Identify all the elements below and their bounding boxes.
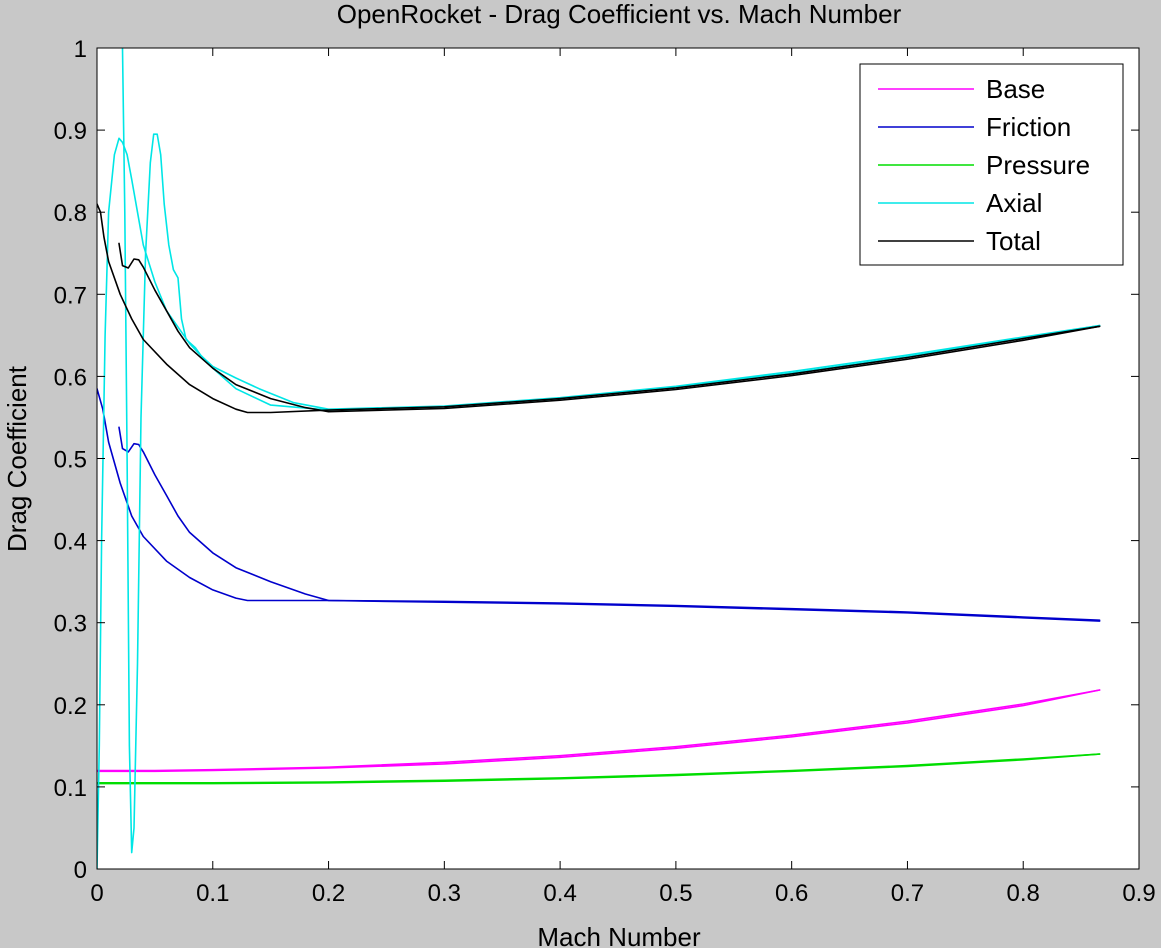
series-line-axial-2 xyxy=(121,48,1101,854)
legend-label-friction: Friction xyxy=(986,112,1071,142)
x-tick-label: 0.8 xyxy=(1007,880,1040,907)
series-line-total-1 xyxy=(97,203,1101,414)
y-tick-label: 0.4 xyxy=(54,529,87,556)
x-axis-label: Mach Number xyxy=(537,922,701,948)
y-tick-label: 0 xyxy=(74,857,87,884)
series-line-friction-2 xyxy=(118,426,1101,622)
legend-label-axial: Axial xyxy=(986,188,1042,218)
y-tick-label: 0.7 xyxy=(54,282,87,309)
x-tick-label: 0.9 xyxy=(1122,880,1155,907)
series-line-friction-1 xyxy=(97,387,1101,622)
legend-label-pressure: Pressure xyxy=(986,150,1090,180)
series-line-pressure-2 xyxy=(97,753,1101,785)
series-line-base-2 xyxy=(97,689,1101,773)
y-tick-label: 0.8 xyxy=(54,200,87,227)
legend: Base Friction Pressure Axial Total xyxy=(859,63,1124,266)
y-tick-label: 0.1 xyxy=(54,775,87,802)
y-tick-label: 0.6 xyxy=(54,364,87,391)
y-tick-label: 1 xyxy=(74,36,87,63)
y-axis-label: Drag Coefficient xyxy=(2,365,32,552)
x-tick-label: 0.6 xyxy=(775,880,808,907)
x-tick-label: 0.3 xyxy=(428,880,461,907)
x-tick-label: 0.5 xyxy=(659,880,692,907)
x-tick-label: 0.7 xyxy=(891,880,924,907)
x-tick-label: 0 xyxy=(90,880,103,907)
y-tick-label: 0.5 xyxy=(54,447,87,474)
series-line-total-2 xyxy=(118,242,1101,413)
chart-title: OpenRocket - Drag Coefficient vs. Mach N… xyxy=(337,0,902,29)
legend-label-total: Total xyxy=(986,226,1041,256)
x-tick-label: 0.1 xyxy=(196,880,229,907)
x-tick-label: 0.4 xyxy=(543,880,576,907)
y-tick-label: 0.3 xyxy=(54,611,87,638)
axes-layer: 0 0.1 0.2 0.3 0.4 0.5 0.6 0.7 0.8 0.9 0 0.1 0.2 0.3 0.… xyxy=(54,36,1156,907)
legend-label-base: Base xyxy=(986,74,1045,104)
series-layer xyxy=(97,48,1101,869)
y-tick-label: 0.2 xyxy=(54,693,87,720)
x-tick-label: 0.2 xyxy=(312,880,345,907)
y-tick-label: 0.9 xyxy=(54,118,87,145)
